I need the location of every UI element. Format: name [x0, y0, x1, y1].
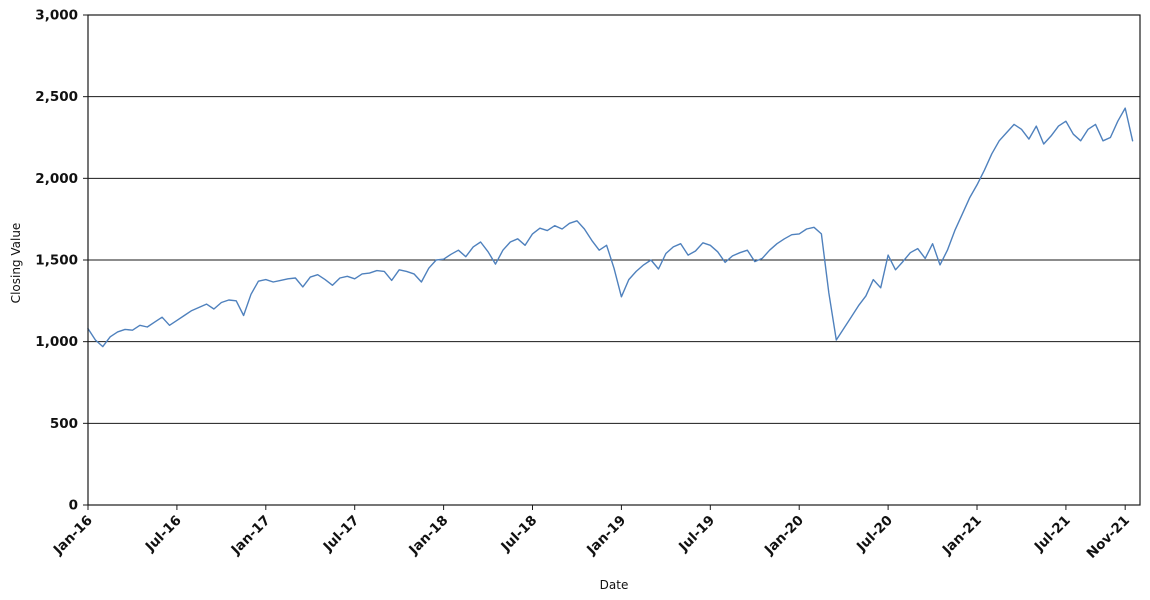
y-tick-label: 500 — [50, 416, 78, 432]
series-line-layer — [87, 107, 1134, 348]
x-tick-label: Jul-21 — [1031, 513, 1074, 556]
plot-frame — [87, 14, 1141, 506]
x-tick-label: Nov-21 — [1084, 513, 1133, 562]
x-axis-label: Date — [600, 578, 629, 592]
x-tick-label: Jan-18 — [405, 513, 451, 559]
x-tick-label: Jan-19 — [583, 513, 629, 559]
y-tick-label: 2,000 — [35, 171, 78, 187]
y-tick-label: 1,500 — [35, 253, 78, 269]
x-tick-label: Jan-20 — [761, 513, 807, 559]
y-tick-label: 2,500 — [35, 89, 78, 105]
closing-value-line — [87, 107, 1134, 348]
y-axis-label: Closing Value — [9, 223, 23, 304]
y-tick-label: 0 — [69, 498, 78, 514]
x-tick-label: Jan-16 — [50, 513, 96, 559]
x-tick-label: Jul-19 — [675, 513, 718, 556]
gridlines-layer — [88, 96, 1140, 424]
tick-labels-layer: 0 500 1,000 1,500 2,000 2,500 3,000 Jan-16 Jul-1… — [35, 8, 1133, 562]
x-tick-label: Jul-18 — [497, 513, 540, 556]
x-tick-label: Jul-17 — [320, 513, 363, 556]
x-tick-label: Jan-21 — [939, 513, 985, 559]
x-tick-label: Jan-17 — [228, 513, 274, 559]
y-tick-label: 3,000 — [35, 8, 78, 24]
x-tick-label: Jul-16 — [142, 513, 185, 556]
tickmarks-layer — [83, 14, 1126, 510]
x-tick-label: Jul-20 — [853, 513, 896, 556]
y-tick-label: 1,000 — [35, 334, 78, 350]
